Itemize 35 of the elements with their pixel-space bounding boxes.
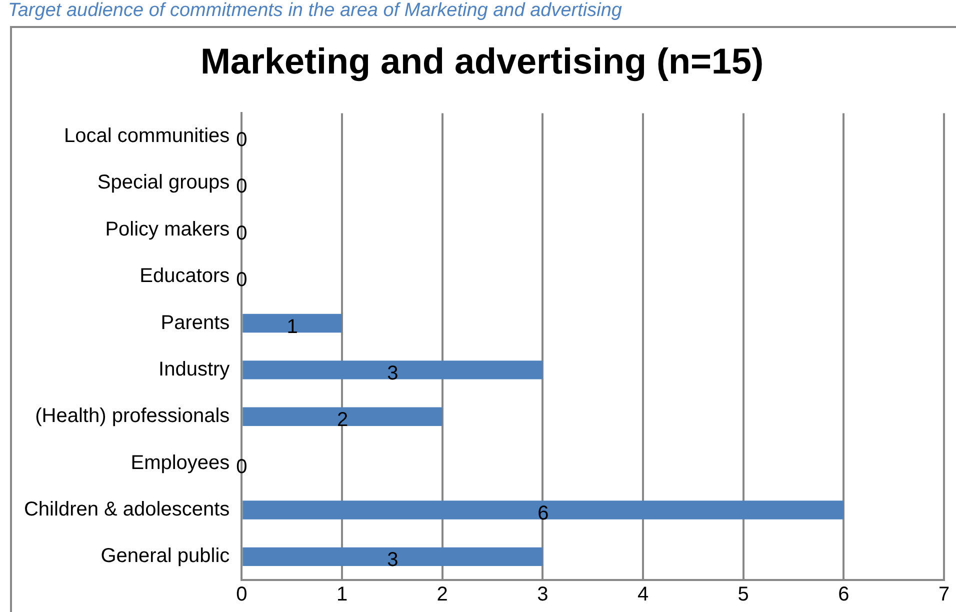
data-label: 2 [336, 409, 348, 432]
text: Target audience of commitments in the area of Marketing and advertising [8, 0, 622, 22]
y-tick-label: Policy makers [105, 218, 230, 240]
y-tick-label: General public [100, 545, 230, 568]
x-tick-label: 5 [738, 584, 749, 606]
bar [242, 314, 342, 333]
x-tick-label: 1 [336, 584, 348, 606]
y-tick-label: Children & adolescents [24, 498, 230, 520]
x-tick-label: 4 [637, 584, 649, 606]
data-label: 0 [236, 269, 248, 292]
data-label: 0 [236, 456, 248, 478]
bar [242, 500, 844, 520]
x-tick-label: 6 [838, 584, 850, 606]
x-tick-label: 2 [436, 584, 448, 606]
x-tick-label: 0 [236, 584, 248, 606]
x-tick-label: 7 [938, 584, 950, 606]
y-tick-label: Industry [158, 358, 230, 380]
x-tick-label: 3 [537, 584, 548, 606]
y-tick-label: (Health) professionals [35, 405, 230, 428]
data-label: 3 [387, 549, 398, 572]
y-tick-label: Educators [140, 265, 230, 288]
bar [242, 407, 442, 426]
chart-title: Marketing and advertising (n=15) [200, 40, 764, 82]
bar [242, 547, 543, 566]
data-label: 0 [236, 222, 248, 244]
data-label: 0 [236, 176, 248, 198]
y-tick-label: Parents [160, 312, 230, 334]
data-label: 0 [236, 129, 248, 152]
bar [242, 360, 543, 380]
y-tick-label: Employees [130, 452, 230, 474]
data-label: 1 [286, 316, 298, 338]
data-label: 6 [538, 502, 549, 524]
data-label: 3 [387, 362, 398, 384]
y-tick-label: Special groups [97, 172, 230, 194]
y-tick-label: Local communities [64, 125, 230, 148]
